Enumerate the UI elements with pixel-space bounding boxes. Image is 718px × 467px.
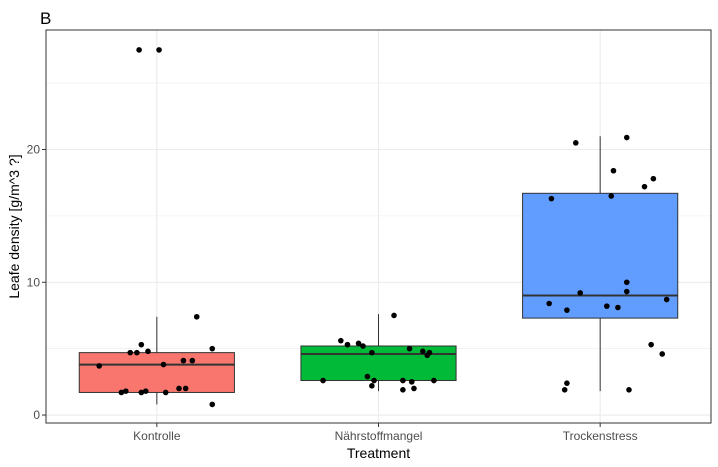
data-point xyxy=(136,47,142,53)
y-axis-title: Leafe density [g/m^3 ?] xyxy=(6,154,22,298)
data-point xyxy=(320,377,326,384)
data-point xyxy=(604,303,610,309)
data-point xyxy=(138,341,145,348)
data-point xyxy=(138,389,145,396)
data-point xyxy=(608,193,615,199)
data-point xyxy=(663,296,670,303)
data-point xyxy=(162,389,169,396)
data-point xyxy=(118,389,125,396)
data-point xyxy=(134,349,140,356)
box-0 xyxy=(78,352,235,393)
data-point xyxy=(650,175,657,182)
data-point xyxy=(623,279,630,286)
data-point xyxy=(338,337,344,344)
data-point xyxy=(176,385,182,392)
data-point xyxy=(400,377,406,384)
data-point xyxy=(391,312,397,319)
data-point xyxy=(344,341,351,348)
data-point xyxy=(160,361,167,368)
y-tick-label: 20 xyxy=(27,142,41,156)
data-point xyxy=(641,183,648,190)
data-point xyxy=(193,313,200,320)
data-point xyxy=(369,383,375,389)
x-tick-label: Kontrolle xyxy=(133,429,181,443)
data-point xyxy=(408,379,415,385)
data-point xyxy=(426,349,433,356)
y-tick-label: 0 xyxy=(33,408,40,422)
data-point xyxy=(369,349,375,356)
data-point xyxy=(182,385,189,392)
y-tick-label: 10 xyxy=(27,275,41,289)
data-point xyxy=(577,290,584,296)
data-point xyxy=(360,343,366,349)
x-tick-label: Nährstoffmangel xyxy=(335,429,423,443)
x-axis-title: Treatment xyxy=(347,445,410,461)
data-point xyxy=(406,345,413,352)
data-point xyxy=(142,388,149,394)
data-point xyxy=(572,140,579,146)
box-1 xyxy=(300,345,457,382)
data-point xyxy=(371,377,377,384)
data-point xyxy=(623,288,630,295)
data-point xyxy=(615,304,621,311)
data-point xyxy=(626,387,632,393)
data-point xyxy=(180,357,187,364)
data-point xyxy=(127,349,134,356)
data-points xyxy=(96,47,670,408)
data-point xyxy=(623,134,630,141)
data-point xyxy=(145,348,151,355)
data-point xyxy=(546,300,552,307)
data-point xyxy=(561,387,568,393)
data-point xyxy=(209,401,216,408)
boxes xyxy=(78,136,679,405)
data-point xyxy=(123,388,129,394)
data-point xyxy=(209,345,216,352)
data-point xyxy=(659,351,666,357)
data-point xyxy=(431,377,437,384)
data-point xyxy=(610,167,617,174)
data-point xyxy=(189,357,196,364)
data-point xyxy=(564,307,570,313)
axes: 0 10 20 Kontrolle Nährstoffmangel Trockenstre… xyxy=(27,142,638,443)
data-point xyxy=(420,348,426,355)
data-point xyxy=(364,373,371,380)
data-point xyxy=(96,363,102,369)
data-point xyxy=(548,195,555,202)
data-point xyxy=(411,385,417,392)
box-2 xyxy=(522,192,679,319)
data-point xyxy=(400,387,406,393)
data-point xyxy=(648,341,654,348)
x-tick-label: Trockenstress xyxy=(563,429,638,443)
data-point xyxy=(564,380,570,386)
panel-tag: B xyxy=(40,9,51,28)
data-point xyxy=(355,340,362,347)
data-point xyxy=(156,47,162,53)
